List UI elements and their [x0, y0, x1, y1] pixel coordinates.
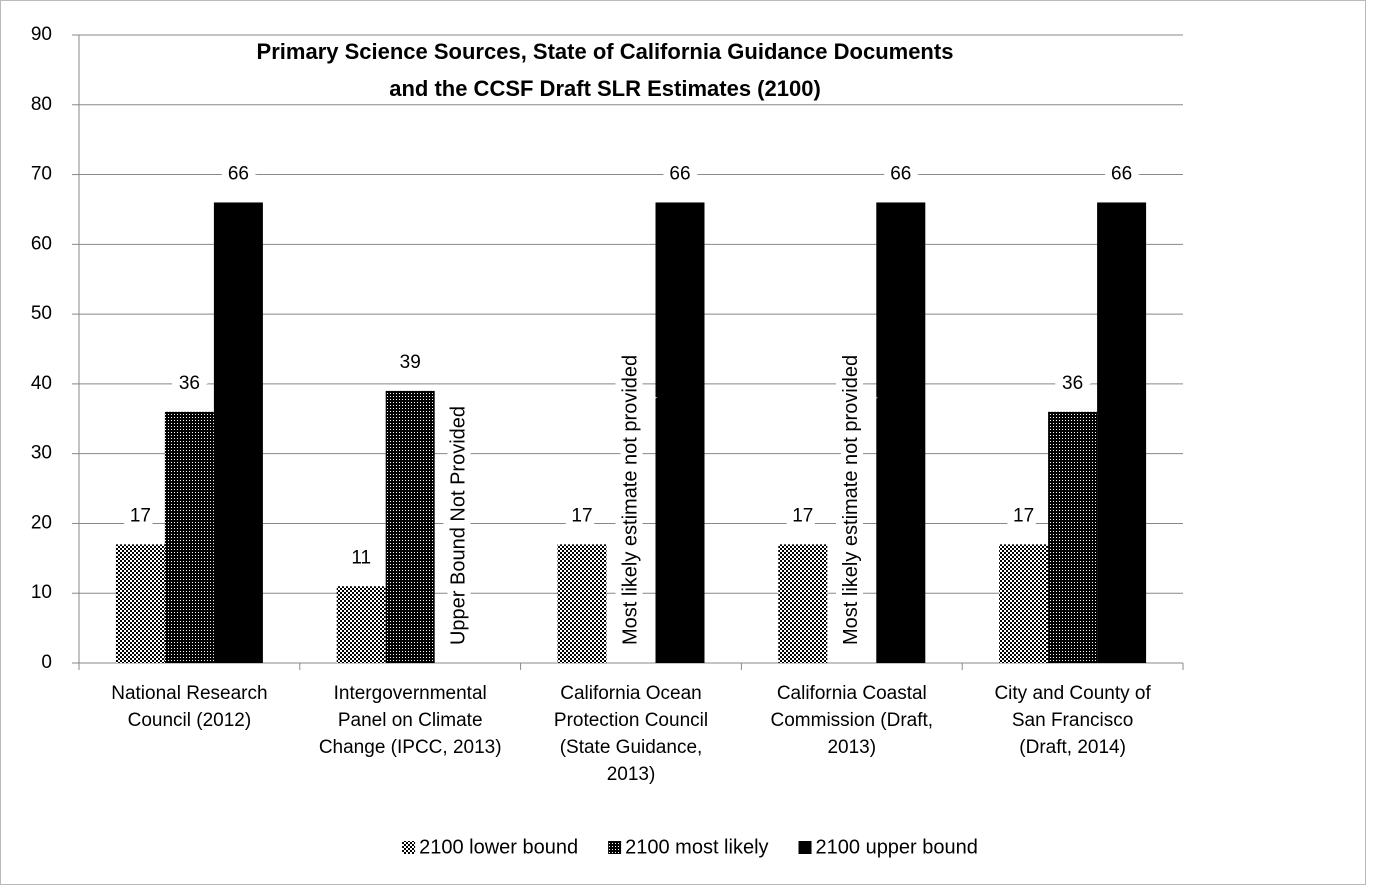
bar — [336, 586, 386, 663]
legend-label: 2100 lower bound — [419, 836, 578, 858]
y-tick-label: 0 — [41, 652, 52, 673]
chart-title: Primary Science Sources, State of Califo… — [257, 39, 954, 64]
data-label: 17 — [792, 505, 813, 526]
bar — [385, 390, 435, 663]
y-tick-label: 40 — [31, 373, 52, 394]
x-tick-label: Intergovernmental Panel on Climate Chang… — [318, 683, 502, 758]
annotation: Upper Bound Not Provided — [447, 406, 469, 645]
x-tick-label: California Ocean Protection Council (Sta… — [553, 683, 709, 785]
y-tick-label: 30 — [31, 443, 52, 464]
data-label: 11 — [351, 547, 371, 568]
y-tick-label: 70 — [31, 164, 52, 185]
y-tick-label: 60 — [31, 233, 52, 254]
y-tick-label: 80 — [31, 94, 52, 115]
legend-label: 2100 most likely — [625, 836, 768, 858]
data-label: 36 — [1062, 373, 1083, 394]
bar — [655, 202, 705, 663]
x-tick-label: California Coastal Commission (Draft, 20… — [770, 683, 934, 758]
y-tick-label: 10 — [31, 582, 52, 603]
y-tick-label: 20 — [31, 512, 52, 533]
x-tick-label: City and County of San Francisco (Draft,… — [994, 683, 1151, 758]
legend-swatch — [402, 841, 416, 854]
annotation: Most likely estimate not provided — [619, 355, 641, 645]
data-label: 66 — [890, 163, 911, 184]
bar — [1097, 202, 1147, 663]
legend-swatch — [798, 841, 812, 854]
legend-label: 2100 upper bound — [816, 836, 978, 858]
data-label: 36 — [179, 373, 200, 394]
y-tick-label: 50 — [31, 303, 52, 324]
data-label: 17 — [571, 505, 592, 526]
data-label: 66 — [669, 163, 690, 184]
bar — [778, 544, 828, 663]
data-label: 66 — [228, 163, 249, 184]
annotation: Most likely estimate not provided — [840, 355, 862, 645]
data-label: 66 — [1111, 163, 1132, 184]
bar — [1048, 411, 1098, 663]
y-tick-label: 90 — [31, 24, 52, 45]
bar — [557, 544, 607, 663]
data-label: 17 — [130, 505, 151, 526]
bar — [876, 202, 926, 663]
bar — [999, 544, 1049, 663]
bar — [164, 411, 214, 663]
bar — [213, 202, 263, 663]
legend-swatch — [608, 841, 622, 854]
x-tick-label: National Research Council (2012) — [111, 683, 268, 731]
data-label: 39 — [400, 352, 421, 373]
bar — [115, 544, 165, 663]
data-label: 17 — [1013, 505, 1034, 526]
chart-title: and the CCSF Draft SLR Estimates (2100) — [389, 76, 821, 101]
